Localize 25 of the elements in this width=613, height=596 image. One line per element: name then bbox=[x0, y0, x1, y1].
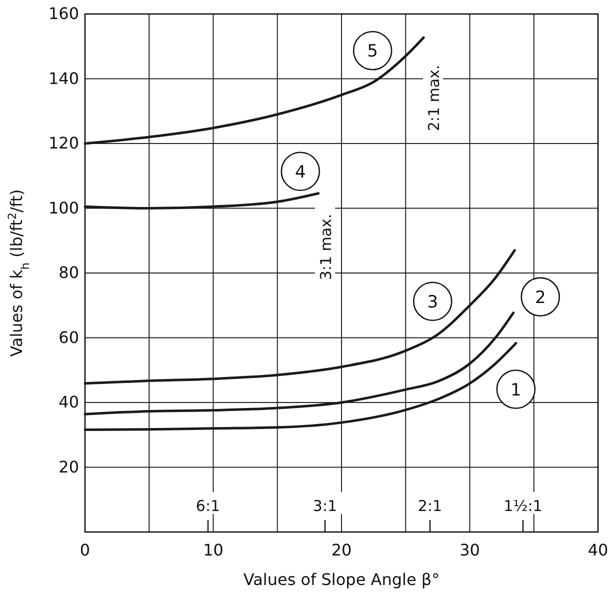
y-tick-label: 140 bbox=[48, 68, 79, 88]
y-tick-label: 120 bbox=[48, 134, 79, 153]
annotation: 6:1 bbox=[196, 497, 220, 515]
series-label: 4 bbox=[295, 162, 306, 182]
x-tick-label: 40 bbox=[588, 540, 608, 560]
x-tick-label: 10 bbox=[203, 540, 224, 560]
y-tick-label: 40 bbox=[58, 392, 79, 412]
y-tick-label: 80 bbox=[58, 263, 79, 282]
x-tick-label: 0 bbox=[80, 540, 90, 560]
y-tick-label: 60 bbox=[58, 328, 79, 347]
x-axis-title: Values of Slope Angle β° bbox=[243, 570, 440, 589]
annotation: 3:1 bbox=[312, 497, 338, 515]
series-label: 1 bbox=[510, 380, 522, 400]
annotation: 2:1 max. bbox=[425, 64, 443, 132]
series-label: 5 bbox=[367, 42, 378, 62]
annotation: 3:1 max. bbox=[317, 214, 335, 280]
x-tick-label: 30 bbox=[460, 540, 480, 560]
annotation: 2:1 bbox=[418, 497, 442, 515]
series-label: 2 bbox=[534, 288, 546, 308]
y-tick-label: 160 bbox=[48, 4, 79, 24]
y-tick-label: 100 bbox=[48, 198, 79, 218]
annotation: 1½:1 bbox=[504, 497, 542, 515]
x-tick-label: 20 bbox=[331, 540, 352, 560]
series-label: 3 bbox=[427, 292, 438, 312]
y-tick-label: 20 bbox=[58, 457, 79, 476]
